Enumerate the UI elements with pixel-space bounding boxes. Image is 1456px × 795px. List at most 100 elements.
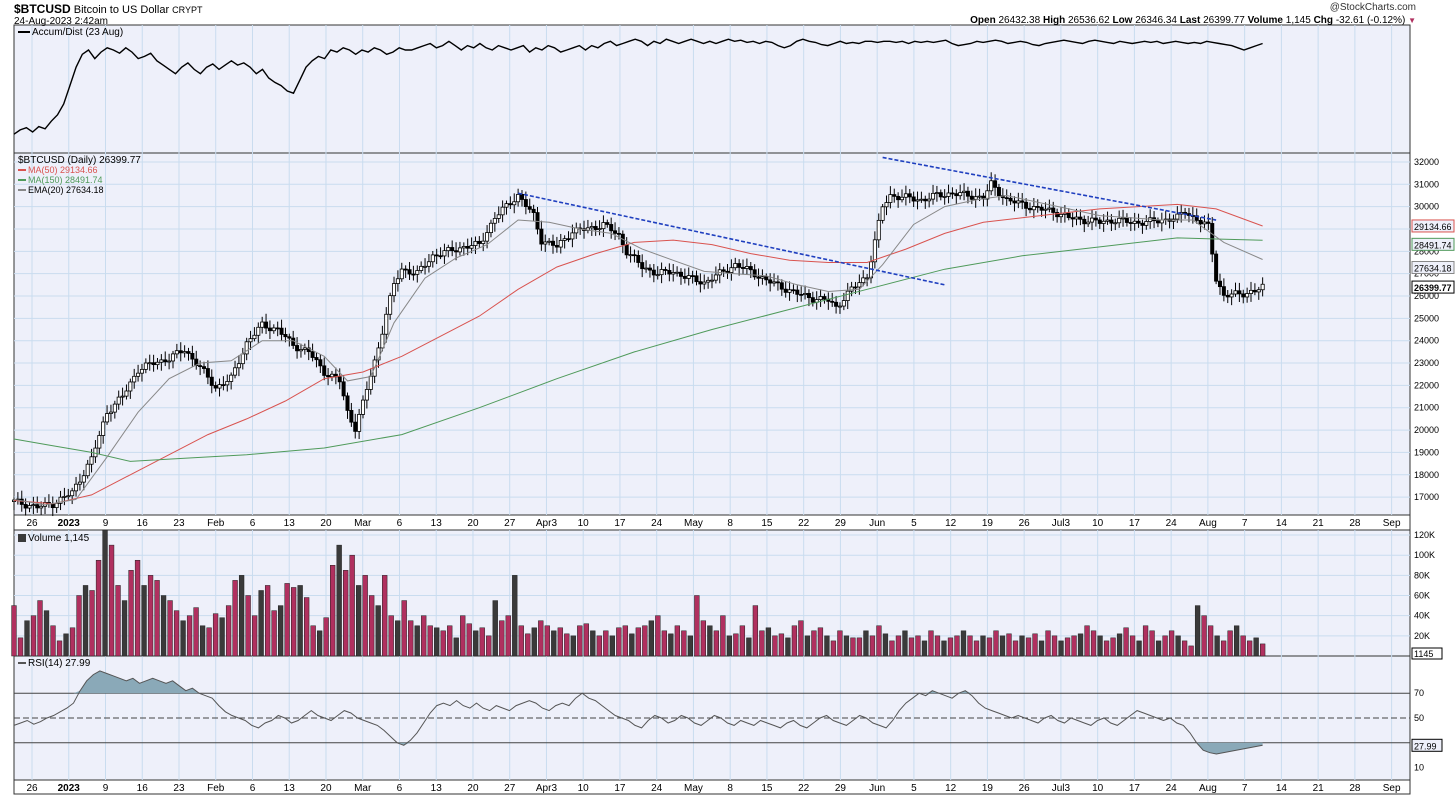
candle-body: [1020, 200, 1025, 203]
x-tick-label-bottom: 23: [173, 783, 185, 794]
x-tick-label: 9: [103, 518, 109, 529]
volume-bar: [492, 600, 498, 657]
last-value-box: [1411, 647, 1443, 660]
x-tick-label: 24: [651, 518, 663, 529]
volume-bar: [369, 595, 375, 657]
volume-bar: [330, 565, 336, 657]
candle-body: [523, 199, 528, 208]
volume-bar: [408, 620, 414, 657]
candle-body: [205, 368, 210, 378]
volume-bar: [225, 605, 232, 657]
candle-body: [89, 456, 94, 465]
volume-bar: [160, 595, 167, 657]
last-value-label: 29134.66: [1414, 222, 1452, 232]
candle-body: [345, 395, 350, 411]
volume-bar: [609, 635, 615, 657]
quote-bar: Open 26432.38 High 26536.62 Low 26346.34…: [970, 15, 1416, 26]
x-tick-label-bottom: 22: [798, 783, 810, 794]
x-tick-label-bottom: Sep: [1383, 783, 1401, 794]
volume-bar: [954, 635, 960, 657]
volume-bar: [707, 625, 713, 657]
candle-body: [830, 300, 835, 303]
candle-body: [252, 334, 257, 340]
candle-body: [1016, 200, 1021, 204]
volume-bar: [1214, 635, 1220, 657]
candle-body: [616, 232, 621, 235]
candle-body: [411, 273, 416, 276]
volume-bar: [980, 635, 986, 657]
candle-body: [1206, 221, 1211, 224]
y-tick-label: 25000: [1414, 313, 1439, 323]
candle-body: [477, 240, 482, 244]
candle-body: [613, 230, 618, 234]
volume-bar: [1162, 635, 1168, 657]
candle-body: [713, 274, 718, 281]
x-tick-label: 2023: [58, 518, 81, 529]
volume-bar: [1207, 625, 1214, 657]
volume-bar: [1123, 627, 1129, 657]
volume-bar: [1084, 625, 1090, 657]
candle-body: [1233, 290, 1238, 295]
volume-bar: [778, 633, 785, 657]
volume-bar: [186, 615, 193, 657]
candle-body: [1198, 220, 1203, 225]
y-tick-label: 30000: [1414, 202, 1439, 212]
volume-bar: [1077, 633, 1084, 657]
volume-bar: [284, 583, 290, 657]
volume-bar: [1233, 625, 1240, 657]
candle-body: [1140, 222, 1145, 226]
candle-body: [380, 333, 385, 349]
candle-body: [213, 385, 218, 389]
x-tick-label-bottom: 29: [835, 783, 847, 794]
candle-body: [1175, 213, 1180, 220]
volume-bar: [1103, 640, 1110, 657]
candle-body: [240, 353, 245, 365]
candle-body: [702, 281, 707, 285]
candle-body: [488, 222, 493, 234]
candle-body: [682, 275, 687, 279]
candle-body: [880, 206, 885, 221]
candle-body: [772, 281, 777, 284]
candle-body: [791, 289, 796, 292]
volume-bar: [297, 585, 303, 657]
candle-body: [1117, 217, 1122, 224]
candle-body: [841, 300, 846, 307]
volume-bar: [1006, 633, 1012, 657]
candle-body: [845, 290, 850, 301]
volume-bar: [622, 625, 628, 657]
candle-body: [357, 413, 362, 432]
volume-bar: [648, 620, 654, 657]
candle-body: [624, 244, 629, 256]
x-tick-label: Jul3: [1052, 518, 1071, 529]
candle-body: [349, 410, 354, 423]
date-axis-strip-bottom: [13, 779, 1411, 795]
candle-body: [178, 350, 183, 354]
brand-logo: @StockCharts.com: [1329, 2, 1416, 13]
volume-bar: [401, 600, 407, 657]
candle-body: [302, 347, 307, 350]
x-tick-label: 5: [911, 518, 917, 529]
candle-body: [407, 269, 412, 275]
candle-body: [849, 286, 854, 292]
candle-body: [485, 232, 490, 242]
volume-bar: [746, 637, 752, 657]
volume-bar: [1019, 635, 1025, 657]
candle-body: [101, 421, 106, 436]
chart-datetime: 24-Aug-2023 2:42am: [14, 16, 108, 27]
candle-body: [256, 326, 261, 336]
candle-body: [341, 381, 346, 397]
legend-swatch: [18, 534, 26, 542]
x-tick-label: May: [684, 518, 703, 529]
last-label: Last: [1179, 15, 1201, 26]
x-tick-label: 26: [26, 518, 38, 529]
volume-bar: [1038, 640, 1045, 657]
volume-bar: [681, 630, 687, 657]
candle-body: [1059, 213, 1064, 218]
volume-bar: [154, 580, 160, 657]
candle-body: [147, 362, 152, 365]
volume-bar: [817, 627, 824, 657]
candle-body: [1225, 294, 1230, 298]
volume-bar: [850, 637, 856, 657]
candle-body: [710, 279, 715, 282]
